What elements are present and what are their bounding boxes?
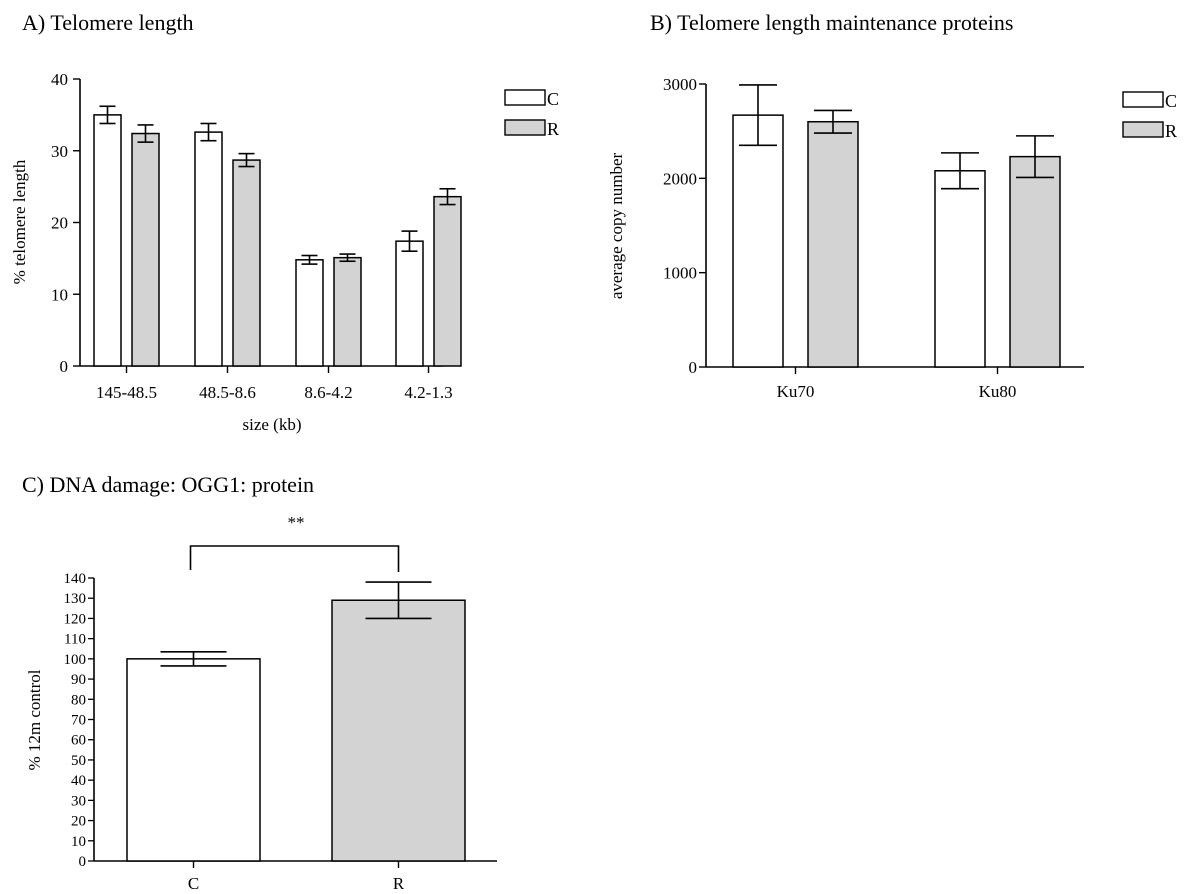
y-tick-label: 2000 <box>663 169 697 188</box>
y-tick-label: 0 <box>60 357 69 376</box>
bar-c <box>934 170 986 368</box>
x-tick-label: 48.5-8.6 <box>199 383 256 402</box>
panel-a-x-axis-label: size (kb) <box>242 415 301 434</box>
y-tick-label: 70 <box>71 713 86 729</box>
y-tick-label: 40 <box>51 70 68 89</box>
legend-swatch-c <box>504 89 546 106</box>
significance-label: ** <box>288 513 305 532</box>
y-tick-label: 20 <box>71 814 86 830</box>
significance-bracket <box>189 545 400 572</box>
y-tick-label: 50 <box>71 753 86 769</box>
legend-swatch-c <box>1122 91 1164 108</box>
panel-c-plot: 0 10 20 30 40 50 60 70 80 90 100 110 120 130 140 C R ** <box>64 513 497 893</box>
panel-b-y-axis-label: average copy number <box>607 153 626 300</box>
legend-swatch-r <box>1122 121 1164 138</box>
bar-c <box>126 658 261 862</box>
y-tick-label: 1000 <box>663 264 697 283</box>
bar-c <box>295 259 324 367</box>
legend-label-r: R <box>1165 121 1177 141</box>
bar-r <box>333 256 362 367</box>
y-tick-label: 10 <box>51 285 68 304</box>
x-tick-label: C <box>188 874 199 893</box>
y-tick-label: 30 <box>71 793 86 809</box>
x-tick-label: 4.2-1.3 <box>404 383 452 402</box>
bar-c <box>93 114 122 367</box>
x-tick-label: Ku70 <box>777 382 815 401</box>
y-tick-label: 140 <box>64 571 87 587</box>
y-tick-label: 90 <box>71 672 86 688</box>
y-tick-label: 60 <box>71 733 86 749</box>
y-tick-label: 40 <box>71 773 86 789</box>
x-tick-label: Ku80 <box>979 382 1017 401</box>
panel-c: C) DNA damage: OGG1: protein % 12m contr… <box>22 472 497 893</box>
legend-label-c: C <box>1165 91 1177 111</box>
y-tick-label: 80 <box>71 692 86 708</box>
bar-r <box>1009 155 1061 368</box>
bar-c <box>194 131 223 367</box>
y-tick-label: 110 <box>64 632 86 648</box>
legend-label-r: R <box>547 119 559 139</box>
panel-b: B) Telomere length maintenance proteins … <box>607 10 1177 401</box>
y-tick-label: 130 <box>64 591 87 607</box>
panel-a-y-axis-label: % telomere length <box>10 159 29 284</box>
y-tick-label: 0 <box>79 854 87 870</box>
bar-r <box>131 132 160 367</box>
panel-c-y-axis-label: % 12m control <box>25 669 44 770</box>
y-tick-label: 3000 <box>663 75 697 94</box>
bar-r <box>433 195 462 367</box>
bar-r <box>232 159 261 367</box>
x-tick-label: 8.6-4.2 <box>304 383 352 402</box>
panel-c-title: C) DNA damage: OGG1: protein <box>22 472 314 497</box>
bar-r <box>807 120 859 368</box>
y-tick-label: 120 <box>64 611 87 627</box>
panel-b-title: B) Telomere length maintenance proteins <box>650 10 1013 35</box>
y-tick-label: 20 <box>51 214 68 233</box>
y-tick-label: 100 <box>64 652 87 668</box>
panel-a: A) Telomere length % telomere length siz… <box>10 10 559 434</box>
y-tick-label: 0 <box>689 358 698 377</box>
legend-label-c: C <box>547 89 559 109</box>
panel-a-plot: 0 10 20 30 40 145-48.5 48.5-8.6 8.6-4.2 4.2-1.3 C… <box>51 70 559 402</box>
y-tick-label: 30 <box>51 142 68 161</box>
bar-c <box>395 240 424 367</box>
bar-c <box>732 114 784 368</box>
x-tick-label: 145-48.5 <box>96 383 157 402</box>
panel-b-plot: 0 1000 2000 3000 Ku70 Ku80 CR <box>663 75 1177 401</box>
bar-r <box>331 599 466 862</box>
y-tick-label: 10 <box>71 834 86 850</box>
x-tick-label: R <box>393 874 405 893</box>
legend-swatch-r <box>504 119 546 136</box>
panel-a-title: A) Telomere length <box>22 10 194 35</box>
